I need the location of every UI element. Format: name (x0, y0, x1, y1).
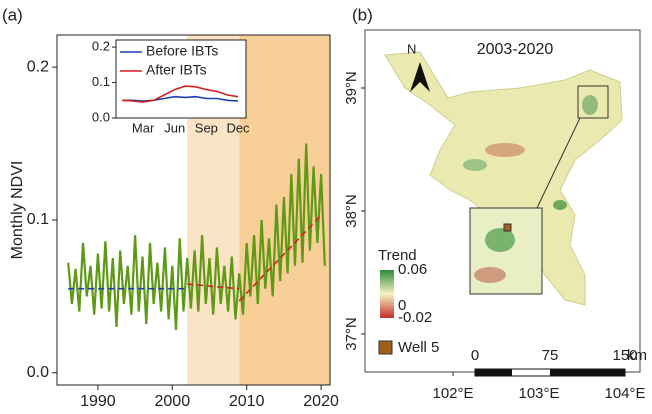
y-tick-label: 0.2 (27, 58, 49, 75)
zoom-line (536, 117, 581, 209)
scale-label: 75 (542, 347, 559, 364)
patch (485, 228, 515, 252)
x-tick-label: 102°E (432, 385, 473, 402)
patch (553, 200, 567, 210)
x-tick-label: Mar (132, 120, 155, 135)
x-tick-label: 2010 (229, 393, 265, 409)
y-tick-label: 39°N (343, 71, 360, 105)
scale-bar-segment (475, 369, 512, 376)
legend-label: Before IBTs (146, 43, 218, 59)
patch (485, 143, 525, 157)
legend-tick-label: -0.02 (398, 309, 432, 326)
y-tick-label: 38°N (343, 194, 360, 228)
map-region (364, 29, 641, 373)
legend-tick-label: 0.06 (398, 261, 427, 278)
x-tick-label: Sep (195, 120, 218, 135)
legend-colorbar (380, 270, 394, 318)
y-tick-label: 0.1 (92, 74, 110, 89)
y-axis-label: Monthly NDVI (9, 161, 26, 260)
x-tick-label: 1990 (80, 393, 116, 409)
north-arrow (410, 62, 430, 92)
marker-label: Well 5 (398, 339, 439, 356)
north-label: N (407, 41, 416, 56)
scale-label: 0 (471, 347, 479, 364)
legend-title: Trend (378, 247, 417, 264)
x-tick-label: 103°E (518, 385, 559, 402)
inset-line (122, 95, 239, 102)
map-title: 2003-2020 (477, 41, 554, 58)
zoom-box (577, 85, 609, 119)
legend-label: After IBTs (146, 62, 207, 78)
y-tick-label: 0.1 (27, 211, 49, 228)
well-icon (503, 223, 512, 232)
patch (474, 267, 506, 283)
scale-bar-segment (550, 369, 625, 376)
panel-label: (b) (352, 5, 373, 24)
trend-line (187, 283, 240, 290)
x-tick-label: Jun (164, 120, 185, 135)
ndvi-line (67, 143, 326, 331)
panel-label: (a) (2, 5, 23, 24)
y-tick-label: 0.0 (92, 109, 110, 124)
inset-frame (115, 39, 247, 119)
scale-unit: km (627, 347, 647, 364)
x-tick-label: 104°E (604, 385, 645, 402)
plot-frame (56, 34, 331, 386)
y-tick-label: 0.0 (27, 364, 49, 381)
inset-line (121, 85, 239, 103)
legend-tick-label: 0 (398, 297, 406, 314)
basin (384, 51, 623, 306)
scale-label: 150 (612, 347, 637, 364)
y-tick-label: 0.2 (92, 39, 110, 54)
well-legend-icon (378, 340, 393, 355)
x-tick-label: Dec (226, 120, 250, 135)
y-tick-label: 37°N (343, 317, 360, 351)
x-tick-label: 2000 (155, 393, 191, 409)
x-tick-label: 2020 (303, 393, 339, 409)
patch (582, 95, 598, 115)
patch (463, 159, 487, 171)
